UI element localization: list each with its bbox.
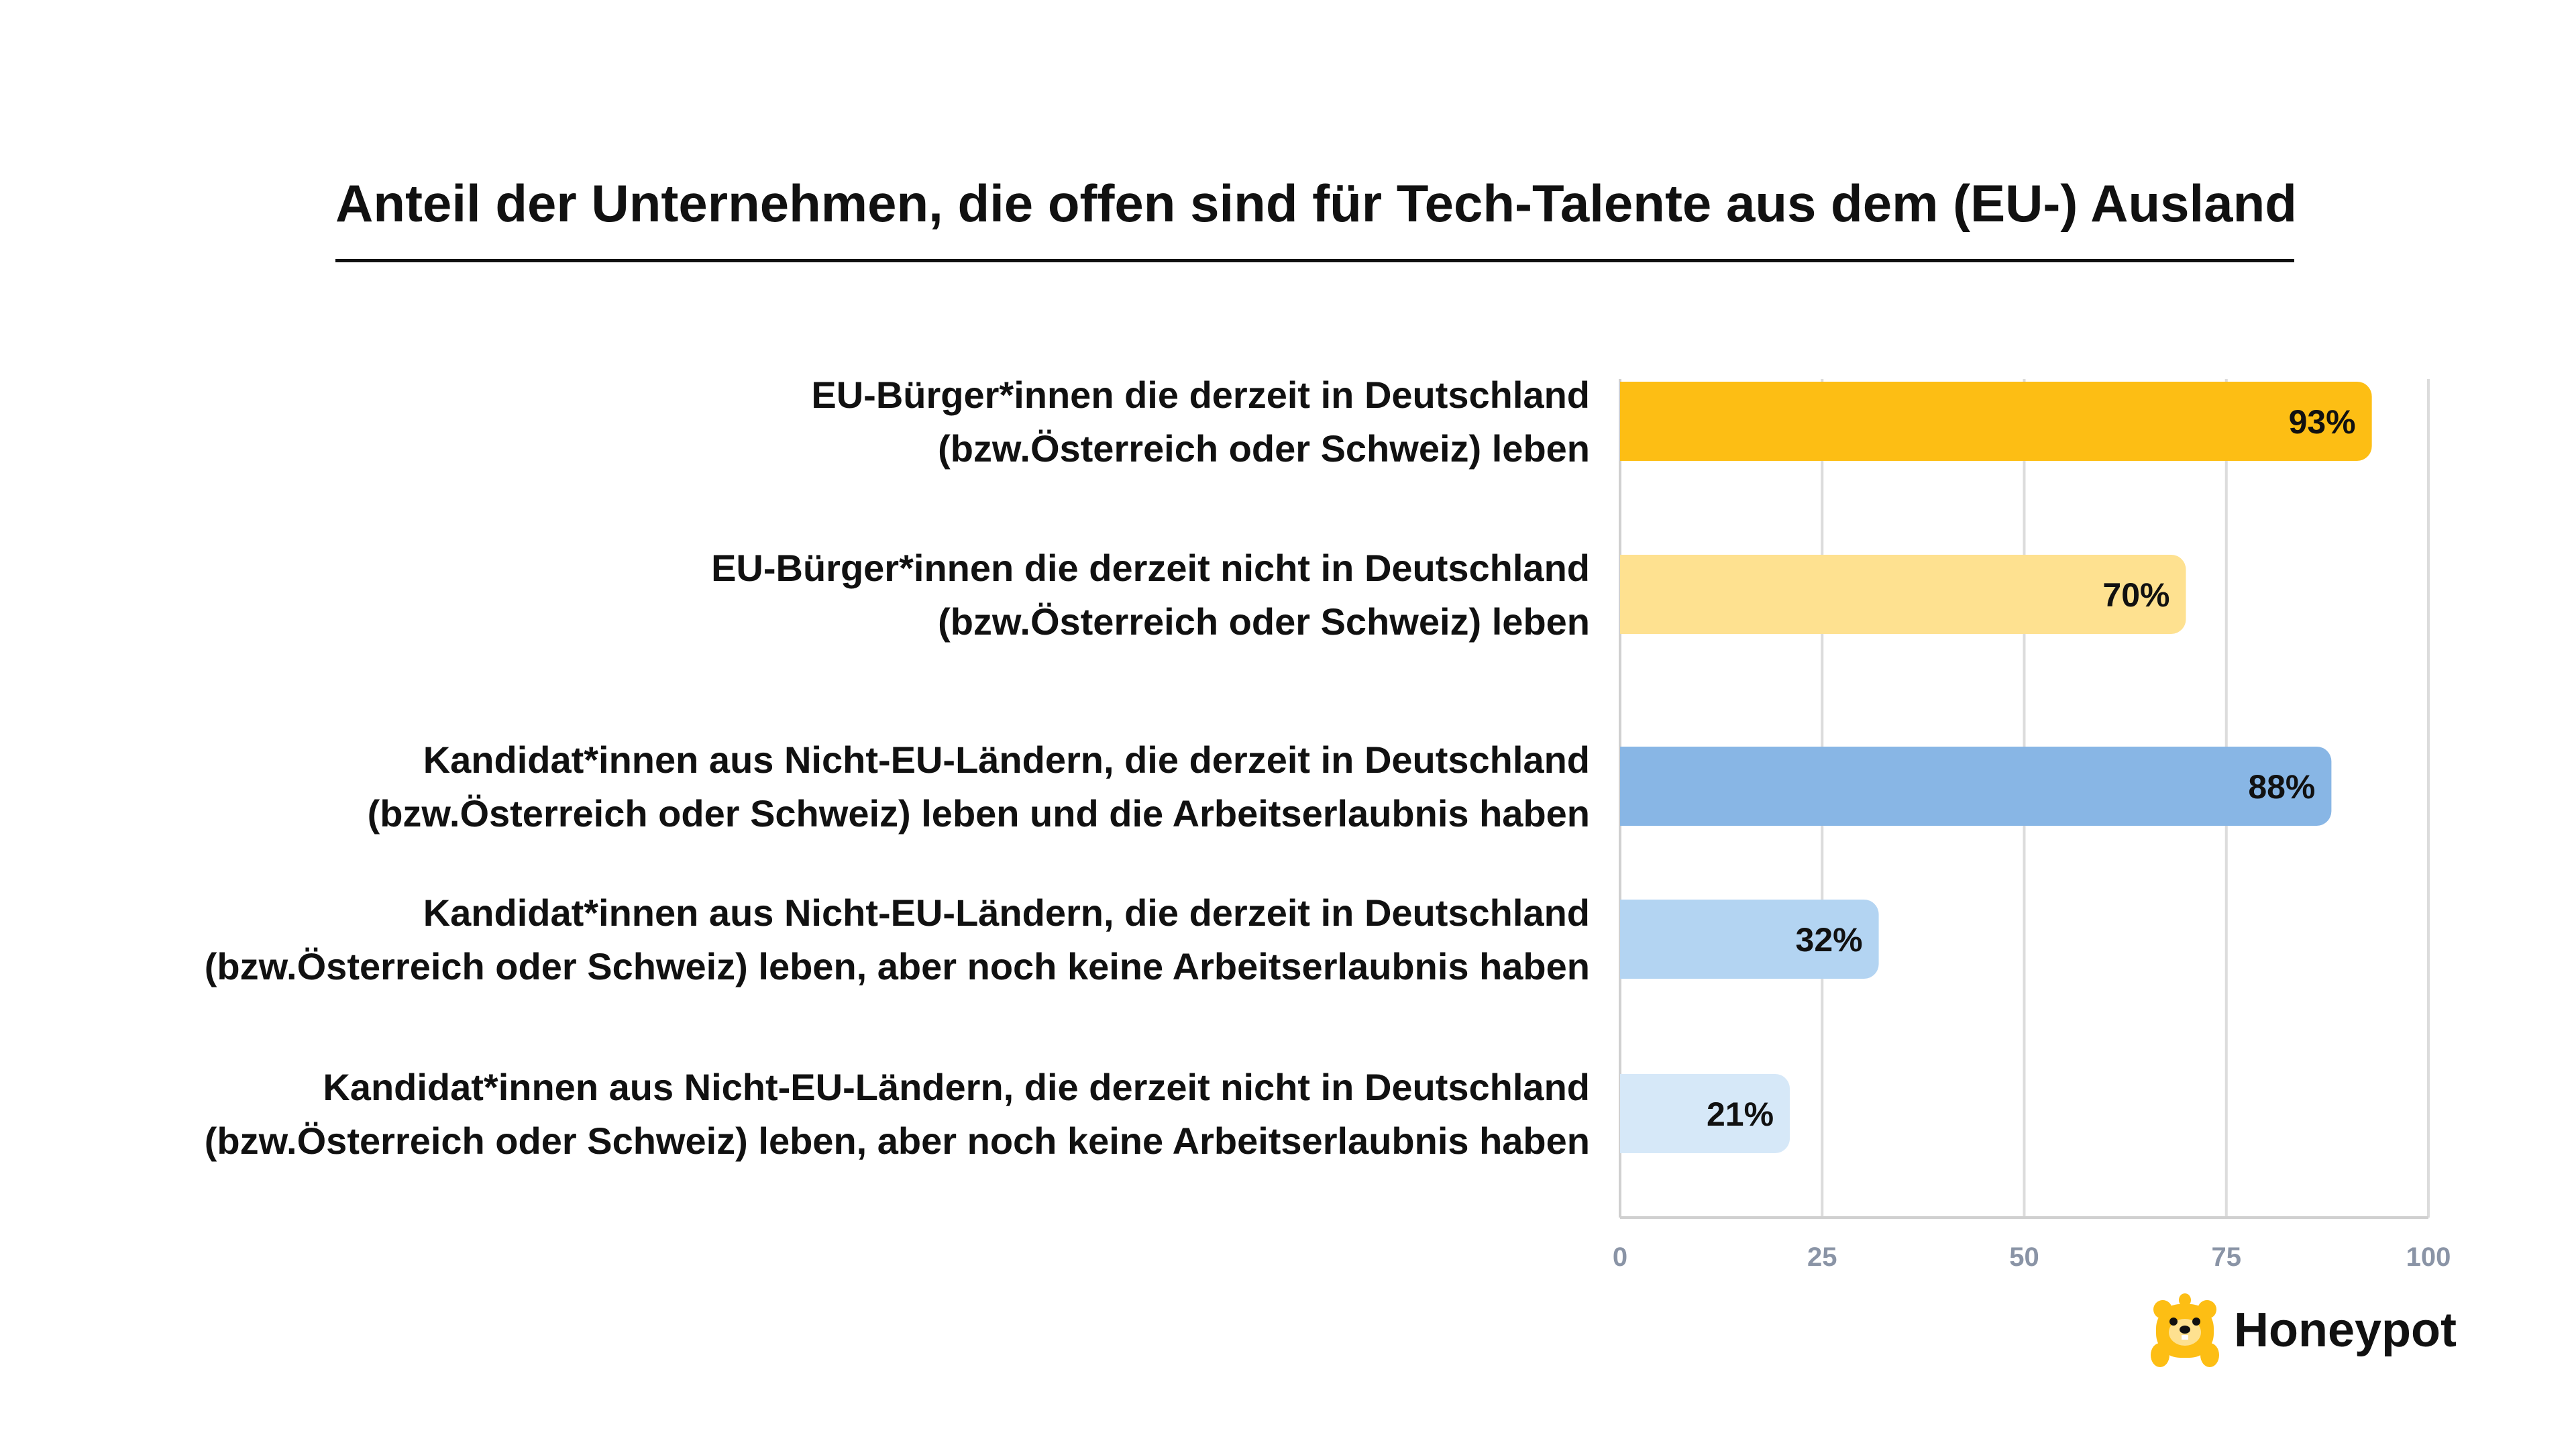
bar xyxy=(1620,382,2372,461)
title-underline xyxy=(335,259,2294,262)
category-label-line: EU-Bürger*innen die derzeit in Deutschla… xyxy=(811,374,1590,416)
category-label: Kandidat*innen aus Nicht-EU-Ländern, die… xyxy=(205,1066,1590,1162)
bar-base xyxy=(1620,900,1640,979)
x-tick-label: 0 xyxy=(1613,1242,1627,1272)
bar xyxy=(1620,555,2186,634)
bar-base xyxy=(1620,747,1640,826)
logo-text: Honeypot xyxy=(2234,1303,2457,1357)
x-tick-label: 50 xyxy=(2009,1242,2039,1272)
category-label: EU-Bürger*innen die derzeit in Deutschla… xyxy=(811,374,1590,470)
x-tick-label: 100 xyxy=(2406,1242,2451,1272)
bar-value-label: 88% xyxy=(2248,768,2315,806)
bar-value-label: 70% xyxy=(2102,576,2169,614)
category-label: Kandidat*innen aus Nicht-EU-Ländern, die… xyxy=(368,739,1590,835)
category-label-line: Kandidat*innen aus Nicht-EU-Ländern, die… xyxy=(423,892,1590,934)
bar xyxy=(1620,747,2332,826)
category-label-line: (bzw.Österreich oder Schweiz) leben, abe… xyxy=(205,945,1590,987)
bar-base xyxy=(1620,1074,1640,1153)
category-label-line: (bzw.Österreich oder Schweiz) leben und … xyxy=(368,792,1590,835)
category-label-line: Kandidat*innen aus Nicht-EU-Ländern, die… xyxy=(423,739,1590,781)
category-label-line: (bzw.Österreich oder Schweiz) leben, abe… xyxy=(205,1120,1590,1162)
category-label: EU-Bürger*innen die derzeit nicht in Deu… xyxy=(711,547,1590,643)
honeypot-logo: Honeypot xyxy=(2147,1288,2457,1375)
bar-value-label: 93% xyxy=(2289,403,2356,441)
category-label-line: (bzw.Österreich oder Schweiz) leben xyxy=(938,600,1590,643)
x-tick-label: 25 xyxy=(1807,1242,1837,1272)
bar-value-label: 32% xyxy=(1796,921,1863,959)
category-label: Kandidat*innen aus Nicht-EU-Ländern, die… xyxy=(205,892,1590,987)
category-label-line: EU-Bürger*innen die derzeit nicht in Deu… xyxy=(711,547,1590,589)
bear-icon xyxy=(2151,1293,2219,1367)
bar xyxy=(1620,900,1879,979)
chart-title: Anteil der Unternehmen, die offen sind f… xyxy=(335,174,2297,233)
bar-value-label: 21% xyxy=(1707,1095,1774,1133)
x-tick-label: 75 xyxy=(2212,1242,2242,1272)
category-label-line: (bzw.Österreich oder Schweiz) leben xyxy=(938,427,1590,470)
bar xyxy=(1620,1074,1790,1153)
bar-base xyxy=(1620,555,1640,634)
bar-base xyxy=(1620,382,1640,461)
category-label-line: Kandidat*innen aus Nicht-EU-Ländern, die… xyxy=(323,1066,1590,1108)
